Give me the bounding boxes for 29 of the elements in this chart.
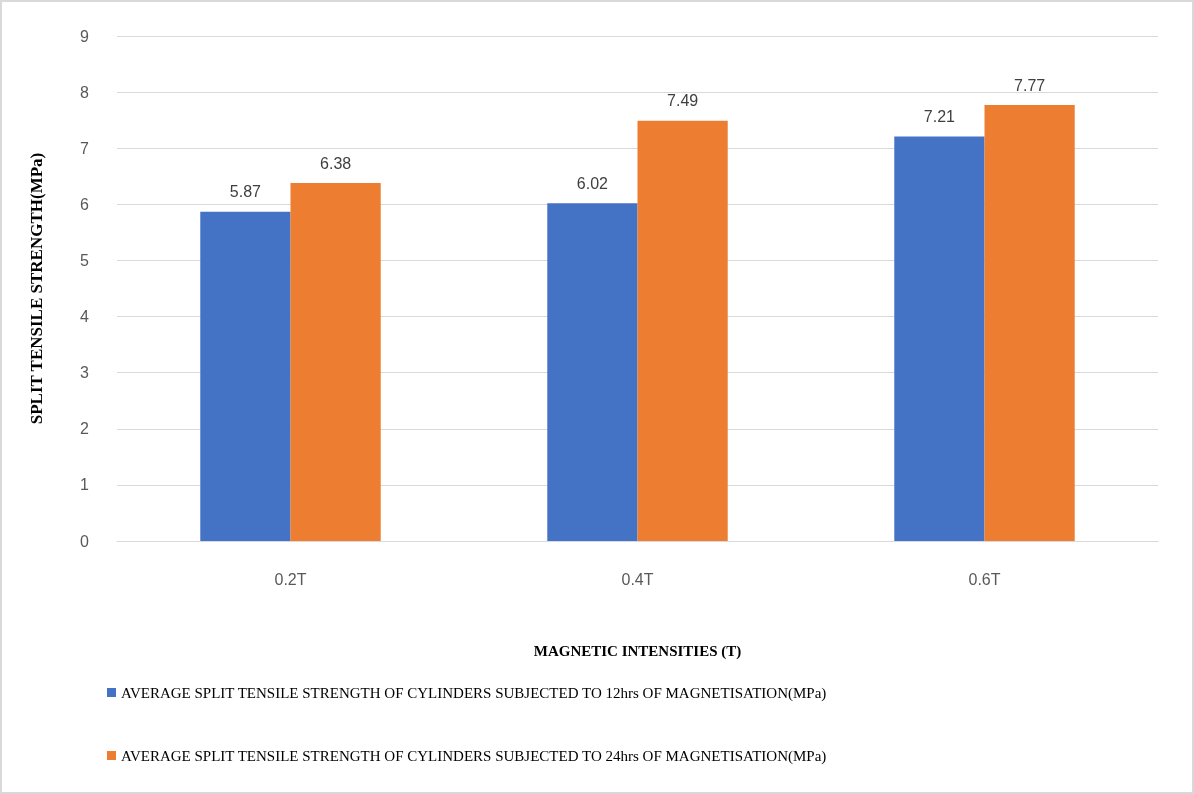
y-tick-label: 1 bbox=[80, 476, 90, 494]
x-tick-label: 0.6T bbox=[968, 570, 1001, 588]
y-tick-label: 3 bbox=[80, 364, 90, 382]
bar bbox=[200, 211, 291, 541]
bar bbox=[637, 120, 728, 541]
y-axis-title: SPLIT TENSILE STRENGTH(MPa) bbox=[27, 152, 46, 425]
x-tick-label: 0.2T bbox=[274, 570, 307, 588]
data-label: 7.21 bbox=[923, 107, 956, 125]
y-tick-label: 6 bbox=[80, 195, 90, 213]
legend-label: AVERAGE SPLIT TENSILE STRENGTH OF CYLINDERS SUBJECTED TO 12hrs OF MAGNETISATION(MPa) bbox=[121, 684, 827, 702]
data-label: 7.49 bbox=[667, 92, 699, 110]
x-tick-label: 0.4T bbox=[621, 570, 654, 588]
data-label: 7.77 bbox=[1014, 76, 1046, 94]
bar bbox=[290, 183, 381, 541]
bar bbox=[547, 203, 638, 541]
data-label: 5.87 bbox=[229, 183, 262, 201]
y-tick-label: 5 bbox=[80, 251, 90, 269]
data-label: 6.38 bbox=[320, 154, 352, 172]
y-tick-label: 4 bbox=[80, 308, 90, 326]
data-label: 6.02 bbox=[576, 174, 609, 192]
y-tick-label: 0 bbox=[80, 532, 90, 550]
y-tick-label: 8 bbox=[80, 83, 90, 101]
bar bbox=[894, 136, 985, 541]
y-tick-label: 2 bbox=[80, 420, 90, 438]
bar bbox=[984, 105, 1075, 541]
legend-label: AVERAGE SPLIT TENSILE STRENGTH OF CYLINDERS SUBJECTED TO 24hrs OF MAGNETISATION(MPa) bbox=[121, 747, 827, 765]
x-axis-title: MAGNETIC INTENSITIES (T) bbox=[533, 642, 742, 660]
y-tick-label: 9 bbox=[80, 27, 90, 45]
y-tick-label: 7 bbox=[80, 139, 90, 157]
